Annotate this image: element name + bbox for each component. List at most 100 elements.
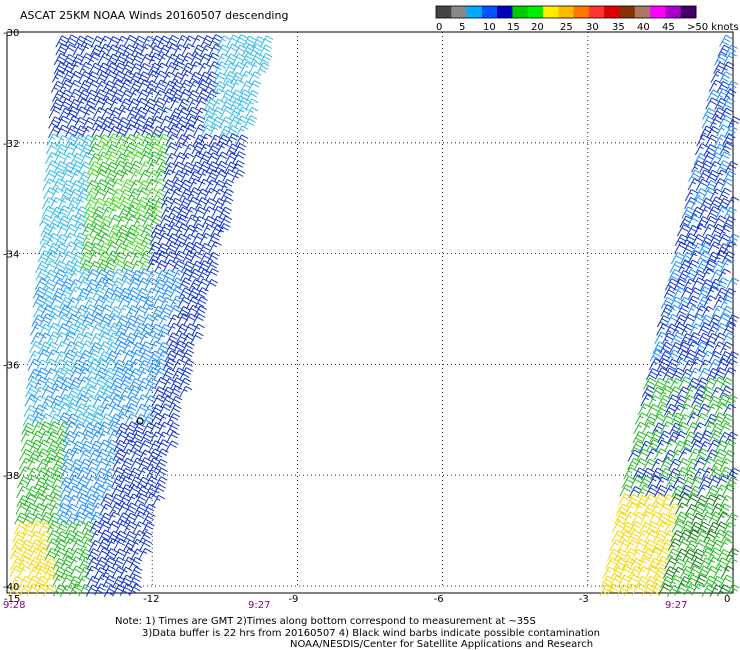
wind-barb: [78, 349, 92, 363]
wind-barb: [99, 304, 113, 317]
wind-barb: [168, 197, 183, 210]
wind-barb: [662, 449, 677, 462]
wind-barb: [110, 286, 124, 299]
wind-barb: [143, 106, 157, 120]
wind-barb: [159, 106, 173, 120]
wind-barb: [126, 106, 141, 119]
wind-barb: [97, 242, 111, 255]
wind-barb: [99, 215, 113, 228]
wind-barb: [692, 422, 707, 435]
wind-barb: [200, 124, 215, 137]
wind-barb: [137, 368, 151, 381]
wind-barb: [664, 439, 678, 452]
wind-barb: [171, 71, 185, 85]
wind-barb: [710, 422, 724, 436]
wind-barb: [723, 88, 737, 102]
wind-barb: [705, 134, 719, 147]
wind-barb: [146, 367, 160, 380]
wind-barb: [120, 161, 134, 174]
wind-barb: [692, 269, 706, 283]
wind-barb: [662, 529, 676, 543]
lat-label: -36: [3, 360, 19, 371]
wind-barb: [616, 584, 630, 597]
wind-barb: [54, 233, 69, 246]
wind-barb: [204, 89, 219, 103]
wind-barb: [685, 305, 700, 318]
wind-barb: [94, 359, 109, 372]
wind-barb: [131, 52, 145, 65]
wind-barb: [725, 80, 739, 93]
wind-barb: [230, 79, 245, 92]
wind-barb: [633, 457, 648, 471]
wind-barb: [154, 358, 168, 371]
wind-barb: [162, 88, 176, 101]
wind-barb: [656, 315, 671, 328]
wind-barb: [107, 322, 121, 335]
wind-barb: [80, 43, 94, 56]
wind-barb: [142, 503, 156, 516]
wind-barb: [105, 250, 120, 263]
wind-barb: [101, 197, 115, 210]
wind-barb: [697, 286, 712, 299]
wind-barb: [92, 485, 106, 498]
wind-barb: [98, 43, 112, 56]
wind-barb: [102, 377, 116, 390]
wind-barb: [60, 360, 74, 373]
wind-barb: [688, 287, 702, 300]
wind-barb: [169, 377, 184, 390]
wind-barb: [670, 529, 684, 543]
wind-barb: [58, 305, 72, 318]
wind-barb: [141, 521, 155, 535]
wind-barb: [128, 368, 142, 381]
wind-barb: [174, 241, 188, 254]
wind-barb: [137, 359, 151, 373]
wind-barb: [686, 295, 700, 308]
wind-barb: [162, 269, 176, 282]
wind-barb: [679, 215, 693, 228]
wind-barb: [150, 224, 164, 237]
wind-barb: [86, 557, 100, 570]
wind-barb: [157, 232, 171, 245]
latitude-labels: -30-32-34-36-38-40: [3, 28, 19, 593]
wind-barb: [86, 268, 100, 282]
wind-barb: [138, 349, 153, 362]
wind-barb: [152, 279, 167, 292]
wind-barb: [59, 287, 73, 300]
wind-barb: [97, 52, 111, 65]
longitude-labels: -15 -12 -9 -6 -3 0: [4, 594, 730, 605]
wind-barb: [69, 61, 84, 74]
wind-barb: [108, 205, 122, 218]
wind-barb: [45, 431, 60, 444]
wind-barb: [702, 223, 716, 236]
wind-barb: [614, 548, 628, 562]
wind-barb: [34, 376, 48, 389]
wind-barb: [721, 484, 736, 497]
wind-barb: [76, 386, 90, 399]
wind-barb: [715, 358, 730, 371]
wind-barb: [640, 394, 654, 407]
wind-barb: [713, 178, 727, 191]
wind-barb: [41, 484, 55, 497]
wind-barb: [15, 502, 29, 515]
wind-barb: [129, 179, 143, 192]
wind-barb: [111, 575, 126, 589]
wind-barb: [87, 143, 102, 156]
wind-barb: [691, 277, 706, 290]
wind-barb: [133, 205, 148, 218]
wind-barb: [185, 214, 199, 227]
wind-barb: [94, 583, 108, 596]
wind-barb: [694, 412, 709, 425]
wind-barb: [709, 196, 723, 209]
wind-barb: [645, 484, 659, 497]
wind-barb: [55, 35, 69, 48]
wind-barb: [111, 268, 125, 281]
wind-barb: [687, 178, 701, 191]
wind-barb: [169, 295, 184, 308]
wind-barb: [143, 395, 157, 408]
wind-barb: [121, 269, 135, 282]
wind-barb: [103, 467, 117, 481]
wind-barb: [62, 43, 77, 57]
wind-barb: [79, 331, 94, 344]
wind-barb: [87, 161, 101, 174]
wind-barb: [97, 350, 111, 364]
